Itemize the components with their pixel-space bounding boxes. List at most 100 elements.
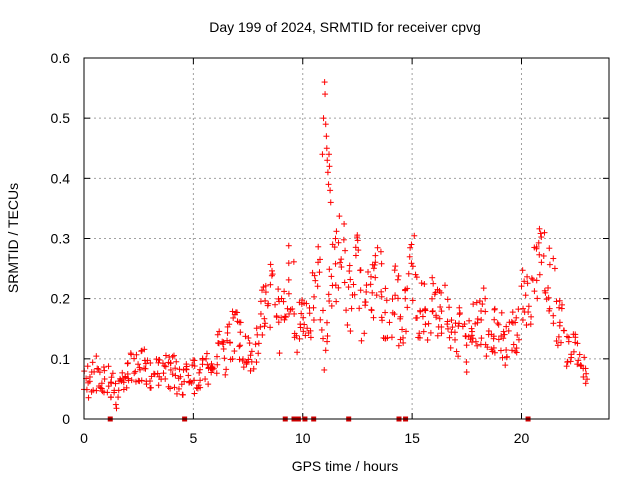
data-point xyxy=(474,315,481,322)
data-point xyxy=(317,316,324,323)
data-point xyxy=(495,336,502,343)
data-point xyxy=(362,299,369,306)
data-point xyxy=(550,255,557,262)
data-point xyxy=(252,341,259,348)
data-point xyxy=(104,389,111,396)
data-point xyxy=(167,366,174,373)
data-point xyxy=(197,384,204,391)
data-point xyxy=(97,384,104,391)
data-point xyxy=(425,320,432,327)
data-point xyxy=(478,335,485,342)
data-point xyxy=(301,321,308,328)
data-point xyxy=(96,369,103,376)
data-point xyxy=(158,376,165,383)
data-point xyxy=(159,360,166,367)
data-point xyxy=(109,370,116,377)
data-point xyxy=(332,235,339,242)
data-point xyxy=(355,247,362,254)
data-point xyxy=(538,234,545,241)
data-point xyxy=(503,323,510,330)
data-point xyxy=(490,344,497,351)
data-point xyxy=(395,295,402,302)
data-point xyxy=(347,328,354,335)
data-point xyxy=(405,270,412,277)
data-point xyxy=(177,373,184,380)
data-point xyxy=(540,252,547,259)
data-point xyxy=(343,307,350,314)
data-point xyxy=(473,299,480,306)
data-point xyxy=(323,133,330,140)
x-tick-label: 20 xyxy=(514,430,530,446)
data-point xyxy=(346,268,353,275)
data-point xyxy=(546,307,553,314)
data-point xyxy=(370,265,377,272)
data-point xyxy=(307,334,314,341)
data-point xyxy=(171,384,178,391)
data-point xyxy=(267,261,274,268)
data-point xyxy=(323,145,330,152)
data-point xyxy=(223,366,230,373)
data-point xyxy=(169,353,176,360)
data-point xyxy=(372,259,379,266)
data-point xyxy=(98,385,105,392)
data-point xyxy=(332,260,339,267)
data-point xyxy=(160,370,167,377)
data-point xyxy=(221,355,228,362)
data-point xyxy=(173,358,180,365)
data-point xyxy=(429,308,436,315)
data-point xyxy=(122,373,129,380)
data-point xyxy=(338,256,345,263)
data-point xyxy=(340,236,347,243)
data-point xyxy=(372,252,379,259)
data-point xyxy=(522,292,529,299)
data-point xyxy=(572,331,579,338)
data-point xyxy=(148,373,155,380)
data-point xyxy=(466,317,473,324)
data-point xyxy=(151,371,158,378)
data-point xyxy=(259,287,266,294)
data-point xyxy=(261,323,268,330)
data-point xyxy=(564,358,571,365)
data-point xyxy=(447,344,454,351)
data-point xyxy=(236,343,243,350)
data-point xyxy=(293,332,300,339)
data-point xyxy=(213,370,220,377)
data-point xyxy=(470,301,477,308)
data-point xyxy=(455,353,462,360)
y-tick-label: 0.6 xyxy=(51,50,71,66)
data-point xyxy=(363,288,370,295)
data-point xyxy=(322,121,329,128)
data-point xyxy=(420,328,427,335)
data-point xyxy=(437,303,444,310)
data-point xyxy=(94,365,101,372)
data-point xyxy=(524,280,531,287)
data-point xyxy=(144,357,151,364)
data-point xyxy=(338,263,345,270)
data-point xyxy=(191,377,198,384)
data-point xyxy=(169,371,176,378)
data-point xyxy=(523,322,530,329)
data-point xyxy=(324,319,331,326)
data-point xyxy=(320,115,327,122)
data-point xyxy=(257,310,264,317)
data-point xyxy=(202,376,209,383)
data-point xyxy=(407,244,414,251)
data-point xyxy=(545,284,552,291)
data-point xyxy=(248,348,255,355)
data-point xyxy=(480,285,487,292)
data-point xyxy=(345,284,352,291)
data-point xyxy=(325,291,332,298)
data-point xyxy=(448,329,455,336)
data-point xyxy=(533,243,540,250)
data-point xyxy=(568,354,575,361)
data-point xyxy=(580,373,587,380)
data-point xyxy=(400,334,407,341)
data-point xyxy=(557,339,564,346)
data-point xyxy=(86,373,93,380)
data-point xyxy=(438,330,445,337)
data-point xyxy=(361,330,368,337)
data-point xyxy=(224,323,231,330)
data-point xyxy=(327,199,334,206)
data-point xyxy=(556,319,563,326)
data-point xyxy=(534,295,541,302)
